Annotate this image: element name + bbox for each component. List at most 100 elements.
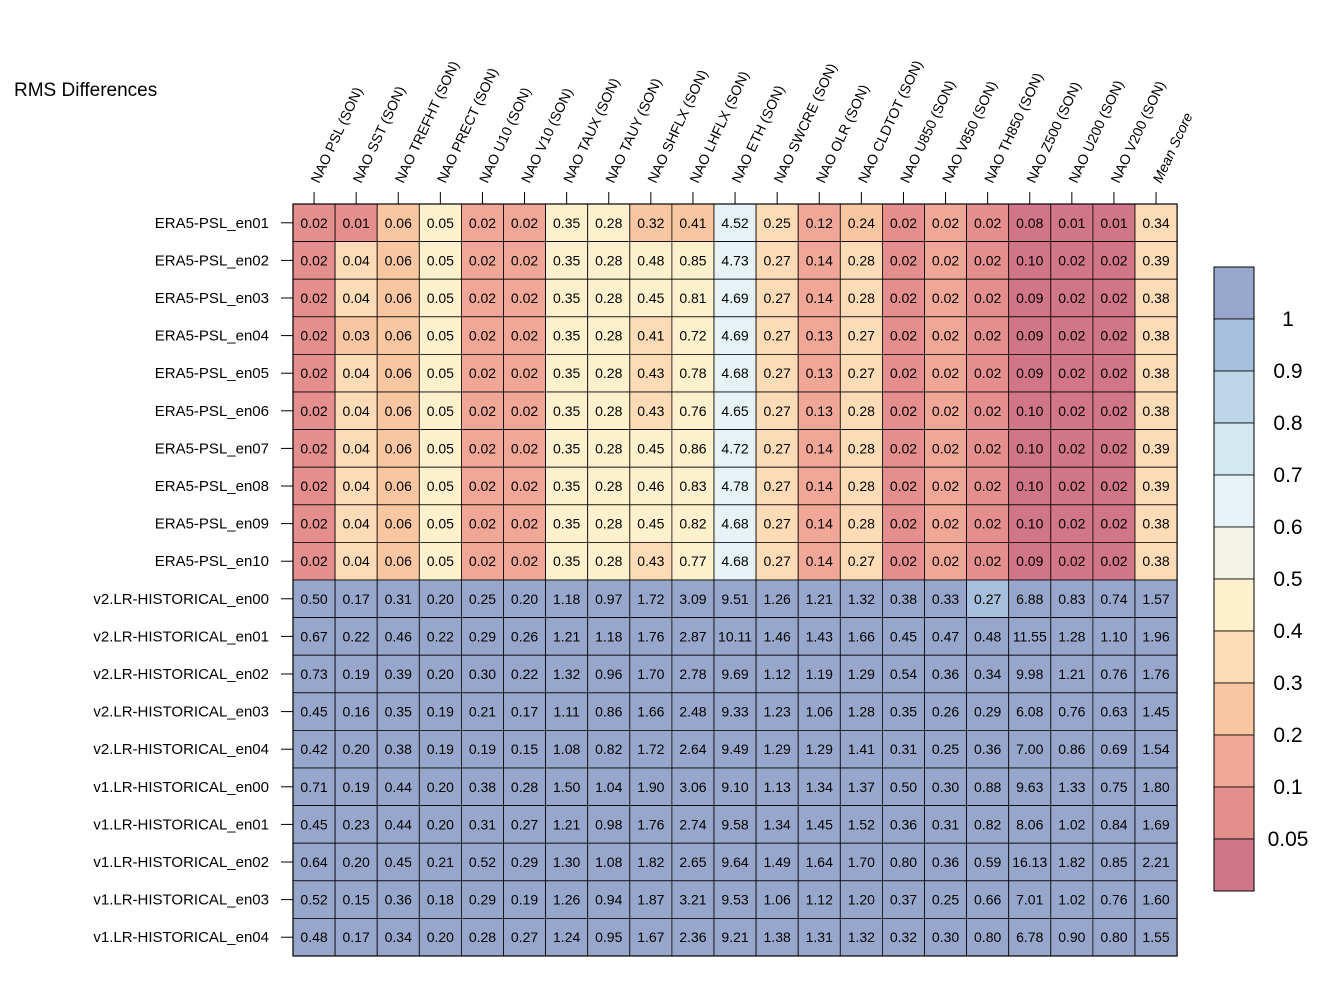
cell-value: 0.27 — [764, 478, 791, 494]
cell-value: 0.27 — [974, 591, 1001, 607]
heatmap-cell — [797, 805, 841, 844]
heatmap-cell — [629, 466, 673, 506]
cell-value: 0.67 — [300, 628, 327, 644]
heatmap-cell — [1050, 842, 1094, 882]
heatmap-cell — [924, 842, 967, 882]
cell-value: 0.20 — [427, 929, 454, 945]
heatmap-cell — [545, 692, 589, 731]
cell-value: 0.74 — [1100, 591, 1127, 607]
heatmap-cell — [797, 316, 841, 355]
cell-value: 0.20 — [511, 591, 538, 607]
heatmap-cell — [1050, 692, 1094, 731]
heatmap-cell — [797, 278, 841, 318]
heatmap-cell — [755, 542, 799, 581]
cell-value: 9.98 — [1016, 666, 1043, 682]
cell-value: 1.66 — [848, 628, 875, 644]
cell-value: 0.19 — [427, 741, 454, 757]
heatmap-cell — [797, 767, 841, 806]
heatmap-cell — [966, 767, 1010, 806]
cell-value: 0.72 — [679, 328, 706, 344]
cell-value: 0.02 — [974, 252, 1001, 268]
cell-value: 9.10 — [721, 779, 748, 795]
heatmap-cell — [1050, 466, 1094, 506]
cell-value: 0.30 — [469, 666, 496, 682]
cell-value: 0.06 — [385, 553, 412, 569]
heatmap-cell — [839, 654, 883, 694]
heatmap-cell — [418, 316, 462, 355]
heatmap-cell — [924, 241, 967, 280]
heatmap-cell — [334, 692, 378, 731]
heatmap-cell — [1008, 617, 1052, 656]
cell-value: 0.46 — [385, 628, 412, 644]
cell-value: 0.52 — [469, 854, 496, 870]
cell-value: 1.70 — [848, 854, 875, 870]
cell-value: 0.27 — [764, 403, 791, 419]
cell-value: 0.02 — [511, 516, 538, 532]
cell-value: 0.90 — [1058, 929, 1085, 945]
cell-value: 1.11 — [554, 704, 580, 720]
cell-value: 0.02 — [300, 365, 327, 381]
cell-value: 10.11 — [718, 628, 752, 644]
cell-value: 2.78 — [679, 666, 706, 682]
colorbar-label: 1 — [1282, 308, 1294, 331]
heatmap-cell — [334, 880, 378, 919]
cell-value: 0.38 — [1142, 403, 1169, 419]
heatmap-cell — [924, 579, 967, 618]
cell-value: 0.05 — [427, 478, 454, 494]
heatmap-cell — [1092, 918, 1136, 957]
cell-value: 2.87 — [679, 628, 706, 644]
heatmap-cell — [924, 730, 967, 769]
cell-value: 0.06 — [385, 478, 412, 494]
heatmap-cell — [671, 842, 715, 882]
heatmap-cell — [839, 767, 883, 806]
cell-value: 0.20 — [343, 854, 370, 870]
heatmap-cell — [334, 278, 378, 318]
cell-value: 0.02 — [469, 403, 496, 419]
heatmap-cell — [1008, 203, 1052, 242]
row-label: v1.LR-HISTORICAL_en04 — [93, 929, 269, 946]
heatmap-cell — [545, 466, 589, 506]
heatmap-cell — [334, 654, 378, 694]
heatmap-cell — [418, 278, 462, 318]
colorbar-swatch — [1213, 734, 1255, 788]
heatmap-cell — [292, 316, 336, 355]
heatmap-cell — [882, 805, 925, 844]
heatmap-cell — [966, 692, 1010, 731]
cell-value: 0.34 — [974, 666, 1001, 682]
cell-value: 9.21 — [721, 929, 748, 945]
cell-value: 1.02 — [1058, 816, 1085, 832]
heatmap-cell — [376, 429, 420, 468]
cell-value: 0.02 — [1058, 440, 1085, 456]
row-label: v1.LR-HISTORICAL_en00 — [93, 779, 269, 796]
cell-value: 1.23 — [764, 704, 791, 720]
cell-value: 0.38 — [1142, 328, 1169, 344]
cell-value: 1.12 — [806, 892, 833, 908]
cell-value: 0.02 — [469, 328, 496, 344]
heatmap-cell — [292, 542, 336, 581]
cell-value: 0.20 — [427, 666, 454, 682]
cell-value: 0.02 — [300, 440, 327, 456]
heatmap-cell — [671, 880, 715, 919]
heatmap-cell — [1134, 767, 1178, 806]
cell-value: 0.20 — [427, 816, 454, 832]
cell-value: 0.02 — [469, 553, 496, 569]
cell-value: 0.02 — [300, 553, 327, 569]
heatmap-cell — [334, 504, 378, 543]
cell-value: 1.50 — [553, 779, 580, 795]
cell-value: 0.02 — [932, 365, 959, 381]
cell-value: 0.43 — [637, 553, 664, 569]
cell-value: 0.02 — [469, 365, 496, 381]
cell-value: 0.86 — [595, 704, 622, 720]
cell-value: 0.05 — [427, 553, 454, 569]
cell-value: 0.06 — [385, 440, 412, 456]
row-label: v1.LR-HISTORICAL_en01 — [93, 816, 269, 833]
heatmap-cell — [713, 654, 757, 694]
heatmap-cell — [503, 730, 546, 769]
cell-value: 0.28 — [595, 440, 622, 456]
cell-value: 0.19 — [343, 666, 370, 682]
heatmap-cell — [334, 842, 378, 882]
heatmap-cell — [924, 353, 967, 393]
cell-value: 0.02 — [890, 553, 917, 569]
cell-value: 0.27 — [764, 252, 791, 268]
heatmap-cell — [460, 429, 504, 468]
